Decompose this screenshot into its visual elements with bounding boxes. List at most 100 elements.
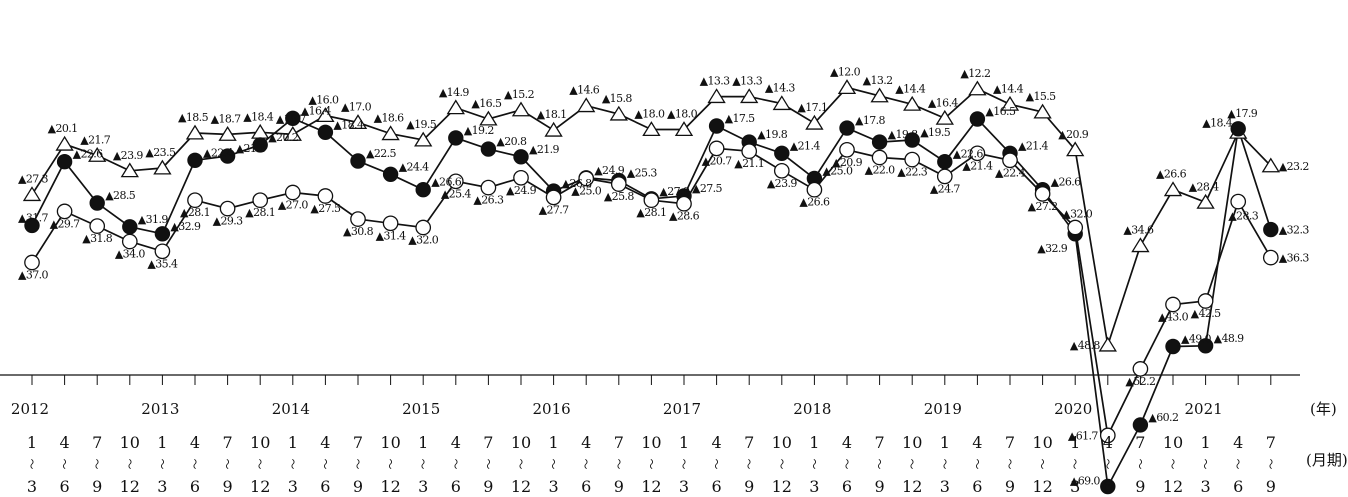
tick-label-tilde: 〜 bbox=[481, 459, 494, 470]
tick-label-period-start: 4 bbox=[972, 433, 982, 452]
data-label: ▲12.0 bbox=[830, 66, 861, 79]
data-label: ▲30.8 bbox=[343, 225, 374, 238]
filled-circle-marker bbox=[1165, 338, 1181, 355]
triangle-marker bbox=[707, 88, 726, 104]
data-label: ▲27.7 bbox=[539, 203, 570, 216]
triangle-marker bbox=[381, 125, 400, 141]
open-circle-marker bbox=[643, 192, 660, 209]
data-label: ▲17.9 bbox=[1227, 107, 1258, 120]
tick-label-period-start: 1 bbox=[288, 433, 298, 452]
open-circle-marker bbox=[480, 179, 497, 196]
data-label: ▲49.0 bbox=[1181, 333, 1212, 346]
data-label: ▲17.8 bbox=[855, 114, 886, 127]
filled-circle-marker bbox=[285, 110, 301, 127]
data-label: ▲27.5 bbox=[692, 182, 723, 195]
triangle-marker bbox=[251, 123, 270, 139]
triangle-marker bbox=[218, 126, 237, 141]
year-label: 2012 bbox=[11, 400, 49, 418]
filled-circle-marker bbox=[219, 148, 236, 164]
tick-label-period-start: 4 bbox=[451, 433, 461, 452]
tick-label-period-end: 3 bbox=[288, 477, 298, 496]
data-label: ▲28.1 bbox=[636, 206, 666, 219]
data-label: ▲35.4 bbox=[147, 257, 178, 270]
tick-label-period-start: 10 bbox=[902, 433, 922, 452]
triangle-marker bbox=[316, 107, 335, 122]
open-circle-marker bbox=[578, 170, 595, 187]
data-label: ▲18.5 bbox=[178, 111, 209, 124]
filled-circle-marker bbox=[1132, 417, 1149, 433]
data-label: ▲19.8 bbox=[888, 128, 919, 141]
data-label: ▲16.5 bbox=[985, 105, 1016, 118]
tick-label-period-end: 6 bbox=[1233, 477, 1243, 496]
data-label: ▲20.1 bbox=[48, 122, 78, 135]
data-label: ▲25.0 bbox=[571, 185, 602, 198]
triangle-marker bbox=[283, 126, 302, 141]
triangle-marker bbox=[870, 87, 889, 103]
data-label: ▲28.1 bbox=[180, 206, 210, 219]
data-label: ▲16.0 bbox=[308, 94, 339, 107]
year-label: 2015 bbox=[402, 400, 440, 418]
open-circle-marker bbox=[904, 151, 921, 168]
open-circle-marker bbox=[219, 200, 236, 217]
tick-label-period-start: 10 bbox=[511, 433, 531, 452]
open-circle-marker bbox=[252, 192, 269, 209]
open-circle-marker bbox=[187, 192, 203, 209]
data-label: ▲32.0 bbox=[1062, 208, 1093, 221]
triangle-marker bbox=[740, 88, 759, 104]
data-label: ▲34.0 bbox=[115, 248, 146, 261]
triangle-marker bbox=[1163, 181, 1183, 197]
tick-label-period-start: 4 bbox=[60, 433, 70, 452]
tick-label-period-end: 3 bbox=[157, 477, 167, 496]
data-label: ▲27.3 bbox=[18, 173, 49, 186]
tick-label-tilde: 〜 bbox=[905, 459, 918, 470]
tick-label-period-start: 4 bbox=[842, 433, 852, 452]
data-label: ▲17.5 bbox=[725, 112, 756, 125]
tick-label-period-end: 9 bbox=[1005, 477, 1015, 496]
open-circle-marker bbox=[121, 233, 138, 250]
data-label: ▲20.8 bbox=[496, 135, 527, 148]
triangle-marker bbox=[55, 135, 74, 151]
tick-label-period-end: 3 bbox=[679, 477, 689, 496]
open-circle-marker bbox=[513, 169, 529, 186]
data-label: ▲19.5 bbox=[920, 126, 951, 139]
tick-label-period-end: 3 bbox=[27, 477, 37, 496]
tick-label-period-start: 10 bbox=[772, 433, 792, 452]
data-label: ▲22.6 bbox=[73, 148, 104, 161]
tick-label-period-end: 9 bbox=[744, 477, 754, 496]
tick-label-tilde: 〜 bbox=[155, 459, 168, 470]
tick-label-period-end: 6 bbox=[451, 477, 461, 496]
data-label: ▲18.0 bbox=[634, 108, 665, 121]
tick-label-period-start: 1 bbox=[809, 433, 819, 452]
tick-label-period-start: 4 bbox=[1103, 433, 1113, 452]
triangle-marker bbox=[446, 99, 465, 115]
data-label: ▲29.7 bbox=[50, 217, 81, 230]
open-circle-marker bbox=[89, 218, 106, 234]
data-label: ▲21.7 bbox=[80, 133, 111, 146]
tick-label-period-end: 6 bbox=[972, 477, 982, 496]
open-circle-marker bbox=[871, 149, 888, 166]
filled-circle-marker bbox=[774, 145, 790, 162]
data-label: ▲26.6 bbox=[1051, 176, 1082, 189]
data-label: ▲27.9 bbox=[659, 185, 690, 198]
open-circle-marker bbox=[1230, 193, 1247, 210]
tick-label-tilde: 〜 bbox=[579, 459, 592, 470]
tick-label-tilde: 〜 bbox=[1264, 459, 1277, 470]
data-label: ▲15.2 bbox=[504, 88, 534, 101]
tick-label-tilde: 〜 bbox=[612, 459, 625, 470]
tick-label-tilde: 〜 bbox=[221, 459, 234, 470]
open-circle-marker bbox=[839, 141, 855, 158]
tick-label-tilde: 〜 bbox=[449, 459, 462, 470]
tick-label-period-start: 10 bbox=[1032, 433, 1052, 452]
tick-label-period-start: 7 bbox=[614, 433, 624, 452]
tick-label-tilde: 〜 bbox=[318, 459, 331, 470]
tick-label-period-end: 3 bbox=[809, 477, 819, 496]
series-markers bbox=[22, 79, 1280, 495]
data-label: ▲17.0 bbox=[341, 101, 372, 114]
tick-label-period-start: 7 bbox=[1005, 433, 1015, 452]
open-circle-marker bbox=[317, 188, 334, 204]
tick-label-tilde: 〜 bbox=[1003, 459, 1016, 470]
filled-circle-marker bbox=[154, 226, 171, 242]
tick-label-period-start: 7 bbox=[92, 433, 102, 452]
tick-label-period-end: 12 bbox=[1163, 477, 1183, 496]
filled-circle-marker bbox=[708, 118, 725, 134]
